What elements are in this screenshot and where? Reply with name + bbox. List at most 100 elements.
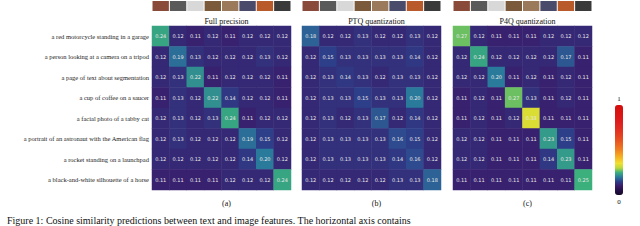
svg-text:0.15: 0.15	[259, 136, 270, 142]
svg-text:0.22: 0.22	[207, 95, 218, 101]
svg-text:0.11: 0.11	[543, 74, 554, 80]
svg-text:0.12: 0.12	[543, 33, 554, 39]
svg-text:0.11: 0.11	[578, 115, 589, 121]
svg-text:0.15: 0.15	[322, 54, 333, 60]
svg-text:0.12: 0.12	[305, 136, 316, 142]
svg-text:0.11: 0.11	[190, 177, 201, 183]
svg-text:0.11: 0.11	[473, 177, 484, 183]
svg-text:0.14: 0.14	[340, 74, 351, 80]
svg-text:0.12: 0.12	[526, 54, 537, 60]
svg-text:0.24: 0.24	[155, 33, 166, 39]
svg-text:0.12: 0.12	[305, 95, 316, 101]
svg-text:0.13: 0.13	[190, 54, 201, 60]
svg-text:0.13: 0.13	[340, 95, 351, 101]
svg-text:0.12: 0.12	[322, 177, 333, 183]
svg-text:0.12: 0.12	[305, 177, 316, 183]
svg-text:0.11: 0.11	[543, 115, 554, 121]
svg-text:0.13: 0.13	[322, 95, 333, 101]
svg-text:0.11: 0.11	[207, 177, 218, 183]
svg-text:0.12: 0.12	[277, 54, 288, 60]
svg-text:0.24: 0.24	[225, 115, 236, 121]
svg-text:0.12: 0.12	[225, 177, 236, 183]
svg-text:0.13: 0.13	[392, 177, 403, 183]
svg-text:0.13: 0.13	[322, 74, 333, 80]
svg-text:0.12: 0.12	[305, 115, 316, 121]
svg-text:0.11: 0.11	[491, 136, 502, 142]
svg-text:0.13: 0.13	[172, 95, 183, 101]
svg-text:0.13: 0.13	[207, 115, 218, 121]
svg-text:0.12: 0.12	[277, 33, 288, 39]
svg-text:0.12: 0.12	[392, 33, 403, 39]
svg-text:0.12: 0.12	[491, 54, 502, 60]
svg-text:0.12: 0.12	[427, 136, 438, 142]
svg-text:0.11: 0.11	[560, 115, 571, 121]
svg-text:0.23: 0.23	[560, 156, 571, 162]
svg-text:0.12: 0.12	[277, 156, 288, 162]
svg-text:0.24: 0.24	[473, 54, 484, 60]
svg-text:0.15: 0.15	[409, 136, 420, 142]
svg-text:0.12: 0.12	[155, 54, 166, 60]
svg-text:0.33: 0.33	[526, 115, 537, 121]
svg-text:0.12: 0.12	[277, 136, 288, 142]
svg-text:0.18: 0.18	[305, 33, 316, 39]
svg-text:0.12: 0.12	[305, 156, 316, 162]
svg-text:0.12: 0.12	[190, 95, 201, 101]
svg-text:0.11: 0.11	[543, 95, 554, 101]
svg-text:0.11: 0.11	[242, 115, 253, 121]
svg-text:0.12: 0.12	[473, 33, 484, 39]
svg-text:0.12: 0.12	[357, 177, 368, 183]
svg-text:0.11: 0.11	[155, 95, 166, 101]
svg-text:0.11: 0.11	[508, 74, 519, 80]
svg-text:0.12: 0.12	[225, 74, 236, 80]
svg-text:0.12: 0.12	[259, 95, 270, 101]
svg-text:0.13: 0.13	[357, 136, 368, 142]
svg-text:0.12: 0.12	[225, 156, 236, 162]
svg-text:0.14: 0.14	[225, 95, 236, 101]
svg-text:0.15: 0.15	[357, 95, 368, 101]
svg-text:a page of text about segmentat: a page of text about segmentation	[61, 74, 149, 81]
svg-text:0.12: 0.12	[375, 33, 386, 39]
svg-text:0.16: 0.16	[392, 136, 403, 142]
svg-text:0.11: 0.11	[491, 115, 502, 121]
svg-text:0.17: 0.17	[375, 115, 386, 121]
svg-text:a portrait of an astronaut wit: a portrait of an astronaut with the Amer…	[24, 135, 150, 142]
svg-text:0.13: 0.13	[340, 54, 351, 60]
svg-text:0.12: 0.12	[225, 54, 236, 60]
svg-text:0.12: 0.12	[427, 33, 438, 39]
svg-text:0.12: 0.12	[508, 115, 519, 121]
svg-text:0.14: 0.14	[409, 54, 420, 60]
svg-text:0.12: 0.12	[242, 74, 253, 80]
svg-text:0.12: 0.12	[427, 95, 438, 101]
svg-text:0.22: 0.22	[190, 74, 201, 80]
svg-text:0.11: 0.11	[508, 136, 519, 142]
svg-text:Full precision: Full precision	[204, 17, 248, 26]
svg-text:0.12: 0.12	[322, 33, 333, 39]
svg-text:0.11: 0.11	[456, 115, 467, 121]
svg-text:a facial photo of a tabby cat: a facial photo of a tabby cat	[77, 115, 149, 122]
svg-text:0.11: 0.11	[526, 136, 537, 142]
svg-text:0.14: 0.14	[392, 156, 403, 162]
svg-text:0.12: 0.12	[242, 95, 253, 101]
svg-text:0.13: 0.13	[375, 95, 386, 101]
svg-text:0.12: 0.12	[207, 54, 218, 60]
svg-text:0.12: 0.12	[427, 115, 438, 121]
svg-text:0.11: 0.11	[578, 54, 589, 60]
svg-text:0.12: 0.12	[155, 136, 166, 142]
svg-text:0.13: 0.13	[392, 54, 403, 60]
svg-text:0.11: 0.11	[578, 156, 589, 162]
svg-text:0.11: 0.11	[526, 156, 537, 162]
svg-text:0.11: 0.11	[491, 33, 502, 39]
svg-text:0.13: 0.13	[357, 156, 368, 162]
svg-text:a person looking at a camera o: a person looking at a camera on a tripod	[45, 53, 150, 60]
svg-text:0.11: 0.11	[543, 177, 554, 183]
svg-text:0.14: 0.14	[409, 115, 420, 121]
svg-text:0.11: 0.11	[526, 33, 537, 39]
svg-text:0.12: 0.12	[578, 33, 589, 39]
svg-text:0.12: 0.12	[305, 74, 316, 80]
svg-text:0.19: 0.19	[172, 54, 183, 60]
svg-text:(c): (c)	[523, 199, 532, 208]
svg-text:0.12: 0.12	[259, 74, 270, 80]
svg-text:0.12: 0.12	[456, 156, 467, 162]
svg-text:0.11: 0.11	[207, 74, 218, 80]
svg-text:0.11: 0.11	[491, 156, 502, 162]
